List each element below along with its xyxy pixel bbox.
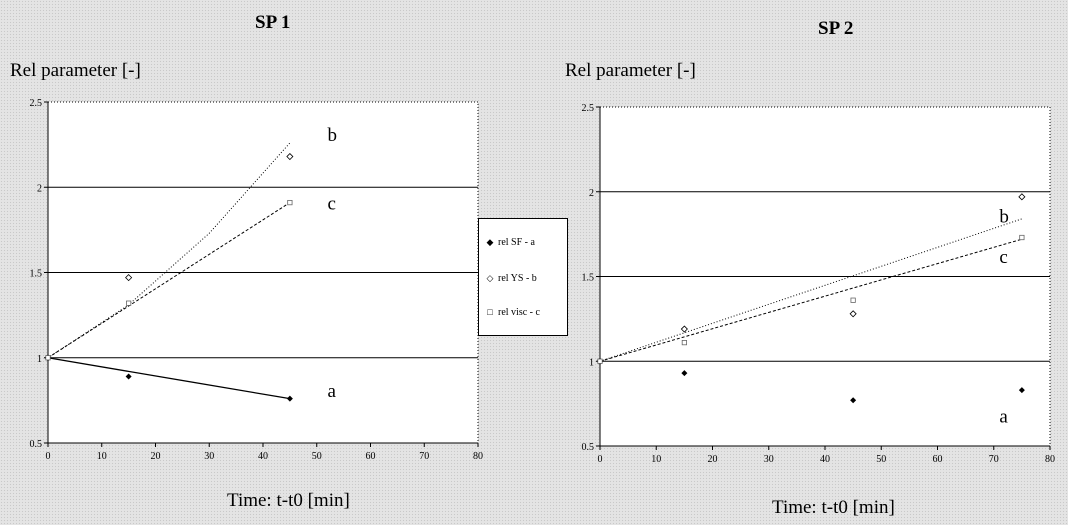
chart1-point-a xyxy=(125,373,132,380)
chart1-title: SP 1 xyxy=(255,12,291,33)
chart1-point-a xyxy=(286,395,293,402)
chart2-curve-label-a: a xyxy=(999,406,1008,427)
chart1-x-tick-label: 30 xyxy=(204,451,214,462)
chart2-point-b xyxy=(849,310,857,318)
chart2-point-a xyxy=(681,370,688,377)
chart1-y-tick-label: 0.5 xyxy=(30,439,43,450)
chart2-x-tick-label: 0 xyxy=(598,454,603,465)
chart2-point-a xyxy=(1018,387,1025,394)
chart1-point-c xyxy=(126,300,132,306)
chart2-x-tick-label: 50 xyxy=(876,454,886,465)
chart2-y-tick-label: 2 xyxy=(589,188,594,199)
chart1-point-b xyxy=(286,152,294,161)
chart2-point-a xyxy=(850,397,857,404)
chart2-curve-label-b: b xyxy=(999,206,1009,227)
legend-label: rel SF - a xyxy=(498,237,535,248)
chart2-y-tick-label: 0.5 xyxy=(582,442,595,453)
chart1-x-tick-label: 60 xyxy=(366,451,376,462)
legend: ◆ rel SF - a ◇ rel YS - b □ rel visc - c xyxy=(478,218,568,336)
legend-label: rel YS - b xyxy=(498,273,537,284)
chart1-y-tick-label: 1.5 xyxy=(30,269,43,280)
chart1-y-tick-label: 1 xyxy=(37,354,42,365)
chart2-trend-c xyxy=(599,238,1023,362)
chart2-x-tick-label: 70 xyxy=(989,454,999,465)
chart1-point-c xyxy=(287,199,293,206)
chart1-point-c xyxy=(45,355,51,361)
chart1-point-b xyxy=(125,274,133,282)
open-square-icon: □ xyxy=(487,307,493,317)
legend-item-ys: ◇ rel YS - b xyxy=(485,273,537,284)
chart2-ylabel: Rel parameter [-] xyxy=(565,60,696,81)
chart1-y-tick-label: 2 xyxy=(37,183,42,194)
chart1-x-tick-label: 50 xyxy=(312,451,322,462)
chart1-x-tick-label: 20 xyxy=(151,451,161,462)
chart1-x-tick-label: 80 xyxy=(473,451,483,462)
chart1-trend-a xyxy=(47,357,290,400)
chart2-x-tick-label: 60 xyxy=(933,454,943,465)
chart2-y-tick-label: 2.5 xyxy=(582,103,595,114)
chart2-x-tick-label: 80 xyxy=(1045,454,1055,465)
chart2-point-c xyxy=(1019,234,1025,241)
legend-item-visc: □ rel visc - c xyxy=(485,307,540,318)
chart1-curve-label-b: b xyxy=(328,125,338,146)
chart2-point-c xyxy=(681,340,687,346)
open-diamond-icon: ◇ xyxy=(486,273,494,283)
chart2-y-tick-label: 1.5 xyxy=(582,273,595,284)
chart1-ylabel: Rel parameter [-] xyxy=(10,60,141,81)
filled-diamond-icon: ◆ xyxy=(486,237,494,247)
chart2-xlabel: Time: t-t0 [min] xyxy=(772,497,895,518)
chart2-x-tick-label: 10 xyxy=(651,454,661,465)
chart2-point-b xyxy=(680,325,688,333)
chart1-trend-b xyxy=(47,142,291,359)
chart2-x-tick-label: 40 xyxy=(820,454,830,465)
chart1-xlabel: Time: t-t0 [min] xyxy=(227,490,350,511)
chart2-point-c xyxy=(597,358,603,364)
chart1-x-tick-label: 40 xyxy=(258,451,268,462)
chart2-point-b xyxy=(1018,193,1026,201)
chart1-curve-label-a: a xyxy=(328,381,337,402)
chart1-y-tick-label: 2.5 xyxy=(30,98,43,109)
chart1-trend-c xyxy=(47,202,291,359)
chart2-y-tick-label: 1 xyxy=(589,357,594,368)
chart1-x-tick-label: 70 xyxy=(419,451,429,462)
legend-label: rel visc - c xyxy=(498,307,540,318)
chart2-x-tick-label: 30 xyxy=(764,454,774,465)
chart2-curve-label-c: c xyxy=(999,247,1007,268)
chart2-trend-b xyxy=(599,218,1023,362)
chart1-x-tick-label: 0 xyxy=(46,451,51,462)
chart2-x-tick-label: 20 xyxy=(708,454,718,465)
chart1-curve-label-c: c xyxy=(328,193,336,214)
chart2-title: SP 2 xyxy=(818,18,854,39)
chart2-point-c xyxy=(850,297,856,303)
chart1-x-tick-label: 10 xyxy=(97,451,107,462)
legend-item-sf: ◆ rel SF - a xyxy=(485,237,535,248)
